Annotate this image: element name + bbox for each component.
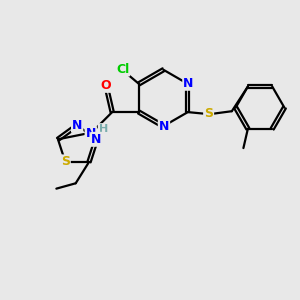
Text: N: N — [72, 119, 83, 132]
Text: S: S — [61, 155, 70, 168]
Text: N: N — [159, 120, 169, 133]
Text: H: H — [99, 124, 108, 134]
Text: N: N — [183, 77, 194, 90]
Text: N: N — [85, 127, 96, 140]
Text: S: S — [204, 107, 213, 120]
Text: Cl: Cl — [116, 62, 129, 76]
Text: O: O — [100, 79, 111, 92]
Text: N: N — [91, 133, 102, 146]
